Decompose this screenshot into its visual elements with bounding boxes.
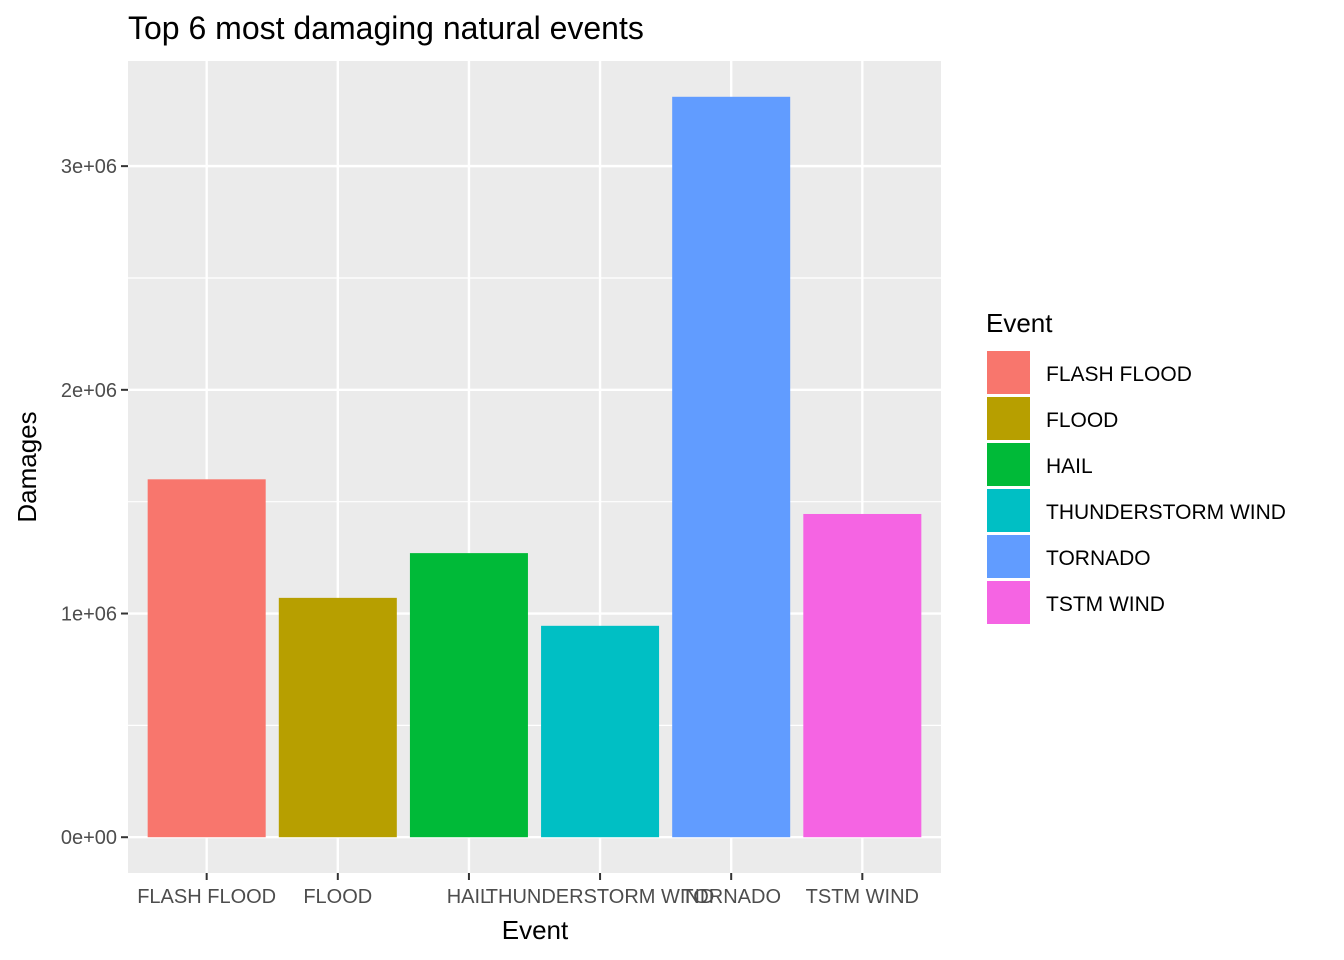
- bar-flood: [278, 597, 397, 838]
- legend-key-swatch: [987, 581, 1030, 624]
- y-tick-label: 0e+00: [61, 827, 117, 849]
- legend-item-label: FLASH FLOOD: [1046, 363, 1192, 386]
- legend-item-label: HAIL: [1046, 455, 1093, 478]
- bars: [147, 96, 922, 838]
- legend-key-swatch: [987, 351, 1030, 394]
- legend-key-swatch: [987, 489, 1030, 532]
- x-tick-label: THUNDERSTORM WIND: [486, 886, 715, 908]
- legend-items: FLASH FLOOD FLOOD HAIL THUNDERSTORM WIND TOR…: [987, 351, 1286, 624]
- legend-key-swatch: [987, 397, 1030, 440]
- legend-item-label: THUNDERSTORM WIND: [1046, 501, 1286, 524]
- legend-key-swatch: [987, 443, 1030, 486]
- legend-item-label: TORNADO: [1046, 547, 1151, 570]
- x-tick-label: TORNADO: [681, 886, 781, 908]
- x-tick-label: FLASH FLOOD: [137, 886, 276, 908]
- y-axis-title: Damages: [12, 411, 42, 522]
- legend-item-label: FLOOD: [1046, 409, 1118, 432]
- bar-flash-flood: [147, 479, 266, 838]
- legend-item-label: TSTM WIND: [1046, 593, 1165, 616]
- y-tick-label: 3e+06: [61, 156, 117, 178]
- x-tick-label: HAIL: [447, 886, 491, 908]
- x-tick-label: TSTM WIND: [806, 886, 919, 908]
- bar-thunderstorm-wind: [541, 625, 660, 838]
- y-tick-label: 2e+06: [61, 380, 117, 402]
- bar-tstm-wind: [803, 513, 922, 838]
- legend-title: Event: [986, 308, 1053, 338]
- chart-title: Top 6 most damaging natural events: [128, 10, 644, 46]
- y-tick-label: 1e+06: [61, 604, 117, 626]
- x-tick-label: FLOOD: [303, 886, 372, 908]
- legend: Event FLASH FLOOD FLOOD HAIL THUNDERSTORM W…: [986, 308, 1286, 624]
- bar-tornado: [672, 96, 791, 838]
- x-axis-title: Event: [502, 915, 569, 945]
- bar-hail: [409, 553, 528, 838]
- y-axis: 0e+00 1e+06 2e+06 3e+06: [61, 156, 128, 849]
- legend-key-swatch: [987, 535, 1030, 578]
